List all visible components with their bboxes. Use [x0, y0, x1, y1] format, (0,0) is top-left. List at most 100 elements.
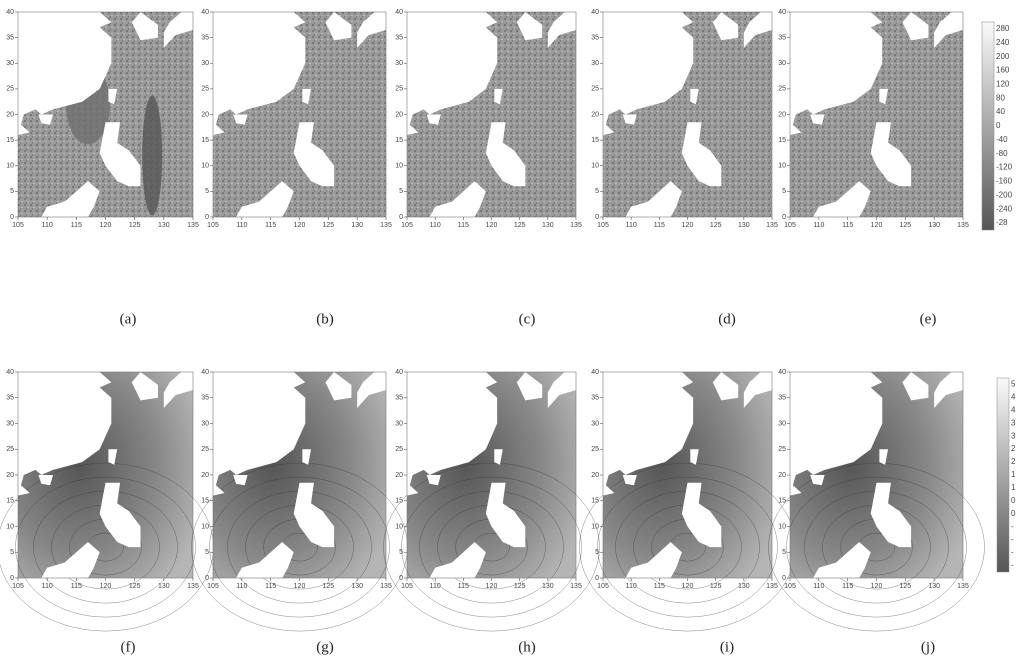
- x-tick-label: 115: [265, 583, 276, 590]
- colorbar-label: 1: [1011, 470, 1016, 479]
- land: [407, 372, 498, 496]
- x-tick-label: 105: [784, 222, 796, 229]
- colorbar-label: -200: [996, 190, 1013, 199]
- x-tick-label: 125: [322, 583, 334, 590]
- y-tick-label: 15: [591, 137, 599, 144]
- land: [790, 372, 883, 496]
- land: [99, 482, 141, 548]
- x-tick-label: 110: [236, 222, 247, 229]
- y-tick-label: 15: [6, 498, 14, 505]
- land: [690, 88, 699, 105]
- y-tick-label: 0: [399, 575, 403, 582]
- y-tick-label: 35: [778, 34, 786, 41]
- land: [813, 541, 871, 578]
- y-tick-label: 35: [6, 34, 14, 41]
- land: [18, 372, 112, 496]
- land: [810, 475, 825, 486]
- land: [485, 122, 526, 187]
- y-tick-label: 20: [778, 472, 786, 479]
- y-tick-label: 30: [6, 60, 14, 67]
- panel-label: (a): [120, 311, 137, 327]
- y-tick-label: 40: [395, 369, 403, 376]
- x-tick-label: 125: [899, 583, 911, 590]
- x-tick-label: 135: [187, 222, 199, 229]
- y-tick-label: 40: [591, 9, 599, 16]
- colorbar-label: 4: [1011, 393, 1016, 402]
- land: [99, 122, 141, 187]
- land: [494, 88, 503, 105]
- colorbar-label: -: [1011, 522, 1014, 531]
- x-tick-label: 110: [813, 222, 824, 229]
- y-tick-label: 5: [205, 188, 209, 195]
- y-tick-label: 20: [591, 472, 599, 479]
- y-tick-label: 30: [778, 60, 786, 67]
- x-tick-label: 120: [871, 222, 883, 229]
- y-tick-label: 30: [201, 420, 209, 427]
- x-tick-label: 130: [542, 222, 554, 229]
- y-tick-label: 25: [395, 86, 403, 93]
- y-tick-label: 30: [6, 420, 14, 427]
- colorbar-label: 80: [996, 93, 1005, 102]
- y-tick-label: 15: [395, 137, 403, 144]
- y-tick-label: 40: [778, 369, 786, 376]
- y-tick-label: 30: [201, 60, 209, 67]
- y-tick-label: 5: [595, 549, 599, 556]
- y-tick-label: 20: [395, 472, 403, 479]
- colorbar-label: 40: [996, 107, 1005, 116]
- land: [429, 181, 486, 217]
- land: [625, 541, 682, 578]
- land: [426, 114, 441, 125]
- x-tick-label: 135: [957, 222, 969, 229]
- land: [236, 181, 294, 217]
- contour-line: [401, 476, 582, 618]
- x-tick-label: 105: [12, 222, 24, 229]
- land: [743, 12, 772, 48]
- land: [41, 181, 100, 217]
- x-tick-label: 135: [570, 583, 582, 590]
- land: [681, 482, 722, 548]
- x-tick-label: 105: [784, 583, 796, 590]
- colorbar-label: -120: [996, 163, 1013, 172]
- contour-line: [209, 476, 390, 618]
- y-tick-label: 10: [778, 523, 786, 530]
- x-tick-label: 135: [957, 583, 969, 590]
- x-tick-label: 115: [842, 222, 853, 229]
- y-tick-label: 35: [395, 34, 403, 41]
- panel-label: (j): [921, 639, 935, 655]
- x-tick-label: 135: [766, 222, 778, 229]
- x-tick-label: 110: [236, 583, 247, 590]
- y-tick-label: 20: [778, 111, 786, 118]
- y-tick-label: 15: [201, 498, 209, 505]
- y-tick-label: 25: [201, 446, 209, 453]
- land: [233, 475, 248, 486]
- land: [293, 482, 335, 548]
- colorbar-label: 0: [996, 121, 1001, 130]
- x-tick-label: 125: [710, 583, 722, 590]
- x-tick-label: 115: [458, 222, 469, 229]
- x-tick-label: 105: [207, 583, 219, 590]
- x-tick-label: 120: [486, 222, 498, 229]
- x-tick-label: 110: [42, 583, 53, 590]
- land: [622, 114, 637, 125]
- land: [18, 12, 112, 135]
- y-tick-label: 20: [591, 111, 599, 118]
- land: [690, 449, 699, 465]
- y-tick-label: 35: [591, 34, 599, 41]
- x-tick-label: 115: [842, 583, 853, 590]
- contour-line: [597, 476, 778, 618]
- y-tick-label: 10: [6, 523, 14, 530]
- y-tick-label: 25: [778, 446, 786, 453]
- x-tick-label: 120: [100, 583, 112, 590]
- x-tick-label: 125: [129, 222, 141, 229]
- x-tick-label: 130: [738, 583, 750, 590]
- y-tick-label: 10: [778, 163, 786, 170]
- y-tick-label: 20: [6, 111, 14, 118]
- land: [879, 88, 889, 105]
- x-tick-label: 130: [351, 222, 363, 229]
- panel-label: (g): [316, 639, 334, 655]
- land: [163, 372, 193, 409]
- x-tick-label: 110: [626, 222, 637, 229]
